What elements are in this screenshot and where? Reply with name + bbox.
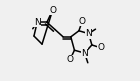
- Text: O: O: [97, 43, 104, 52]
- Text: N: N: [81, 49, 88, 58]
- Text: O: O: [79, 17, 86, 26]
- Text: N: N: [34, 18, 41, 27]
- Text: O: O: [49, 6, 56, 15]
- Text: O: O: [66, 55, 74, 64]
- Text: N: N: [85, 29, 92, 38]
